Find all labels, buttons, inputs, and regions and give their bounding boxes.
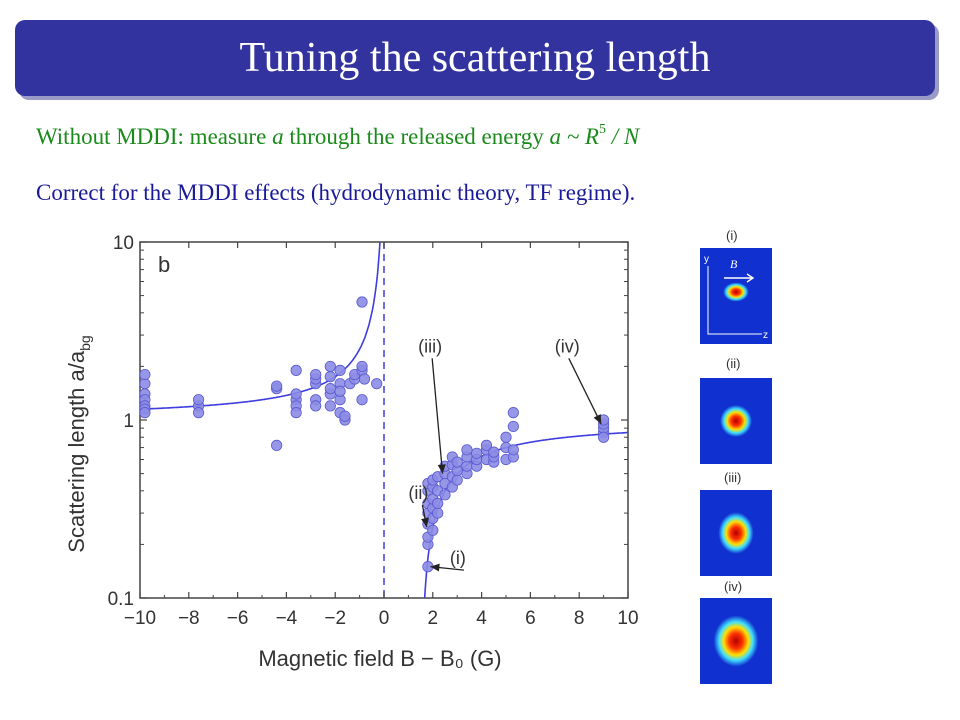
y-tick-label: 1	[123, 411, 134, 432]
data-point	[432, 497, 444, 509]
data-point	[334, 385, 346, 397]
data-point	[480, 439, 493, 451]
x-tick-label: −6	[227, 608, 249, 629]
data-point	[324, 383, 336, 395]
data-point	[356, 394, 368, 406]
y-tick-label: 0.1	[108, 589, 134, 610]
x-tick-label: −2	[324, 608, 346, 629]
data-point	[461, 444, 473, 456]
x-tick-label: −4	[276, 608, 298, 629]
line1-exponent: 5	[598, 122, 606, 137]
line1-middle: through the released energy	[283, 124, 550, 149]
data-point	[451, 474, 463, 486]
data-point	[310, 368, 322, 381]
scattering-chart: (i) (ii) (iii) (iv) b −10 −8 −6 −4 −2 0 2 4 6 8 10 0.…	[40, 224, 640, 684]
x-tick-label: 10	[617, 608, 638, 629]
annotation-label: (i)	[450, 548, 466, 568]
absorption-image	[700, 490, 772, 576]
data-point	[358, 373, 371, 385]
image-axis-y-label: y	[704, 254, 709, 265]
data-point	[310, 400, 322, 412]
image-panel-label: (iii)	[724, 470, 742, 485]
image-axes	[707, 266, 762, 335]
data-point	[488, 446, 500, 458]
x-tick-label: −8	[178, 608, 200, 629]
data-point	[334, 364, 346, 376]
text-line-2: Correct for the MDDI effects (hydrodynam…	[36, 180, 636, 205]
annotation-arrowhead	[593, 414, 602, 424]
y-axis-label: Scattering length a/abg	[64, 335, 93, 552]
x-tick-label: 6	[525, 608, 536, 629]
data-point	[432, 507, 444, 519]
annotation-arrow	[568, 358, 602, 425]
x-tick-label: 8	[574, 608, 585, 629]
data-point	[192, 407, 205, 419]
absorption-image	[700, 598, 772, 684]
data-point	[339, 410, 351, 422]
slide-title: Tuning the scattering length	[239, 35, 711, 81]
data-point	[597, 431, 610, 443]
data-point	[427, 524, 439, 536]
data-point	[192, 394, 205, 406]
annotation-arrow	[431, 358, 444, 474]
data-point	[471, 447, 483, 459]
y-tick-label: 10	[113, 233, 134, 254]
y-axis-label-text: Scattering length a/a	[64, 350, 89, 553]
data-point	[139, 407, 151, 419]
image-panel-label: (iv)	[724, 579, 743, 594]
absorption-image: y z B	[700, 248, 772, 344]
x-tick-label: 0	[379, 608, 390, 629]
line1-prefix: Without MDDI: measure	[36, 124, 273, 149]
data-point	[139, 368, 151, 381]
data-point	[507, 444, 519, 456]
data-point	[324, 360, 336, 373]
annotation-label: (iii)	[418, 336, 442, 356]
line1-formula-tail: / N	[605, 124, 640, 149]
x-tick-label: 4	[476, 608, 487, 629]
image-panel-label: (ii)	[726, 356, 741, 371]
x-tick-label: 2	[428, 608, 439, 629]
text-line-1: Without MDDI: measure a through the rele…	[36, 122, 640, 150]
data-point	[324, 400, 336, 412]
data-point	[356, 360, 368, 373]
absorption-image	[700, 378, 772, 464]
annotation-arrowhead	[421, 517, 429, 528]
data-point	[290, 388, 302, 400]
data-point	[507, 420, 519, 433]
annotation-arrowhead	[430, 563, 440, 572]
data-point	[290, 364, 302, 376]
data-point	[324, 371, 336, 383]
data-point	[356, 296, 368, 308]
title-bar: Tuning the scattering length	[15, 20, 935, 96]
data-point	[439, 489, 451, 501]
annotation-label: (iv)	[555, 336, 580, 356]
field-vector-label: B	[730, 257, 738, 271]
annotation-arrowhead	[437, 464, 446, 474]
data-point	[507, 407, 519, 419]
data-point	[371, 378, 383, 390]
data-point	[290, 407, 302, 419]
data-point	[461, 460, 473, 472]
panel-label: b	[158, 252, 170, 277]
image-panel-label: (i)	[726, 228, 738, 243]
data-points	[139, 296, 610, 573]
annotation-label: (ii)	[408, 483, 428, 503]
x-axis-label: Magnetic field B − B₀ (G)	[258, 646, 501, 671]
data-point	[451, 456, 463, 468]
data-point	[271, 439, 283, 451]
line1-formula: a ~ R	[549, 124, 599, 149]
line1-var-a: a	[272, 124, 284, 149]
data-point	[500, 431, 512, 443]
field-arrow-icon	[724, 273, 755, 283]
x-tick-label: −10	[124, 608, 156, 629]
y-axis-label-sub: bg	[77, 335, 93, 351]
data-point	[271, 380, 283, 392]
image-axis-z-label: z	[763, 330, 768, 341]
